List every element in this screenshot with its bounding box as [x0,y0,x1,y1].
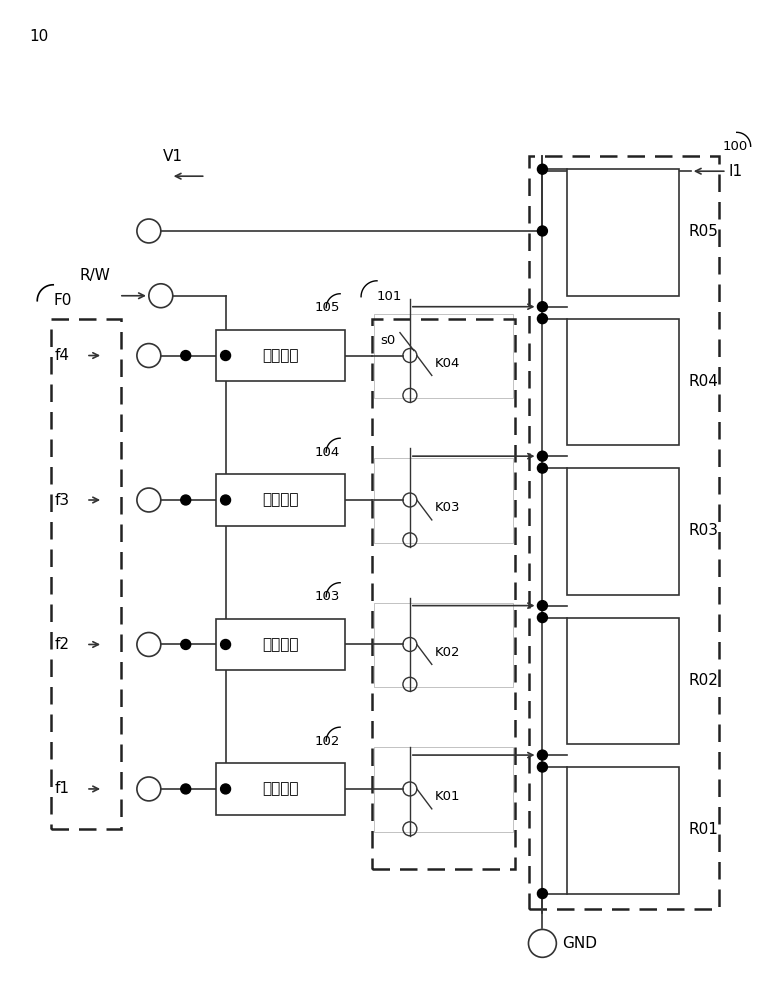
Bar [215,330,345,381]
Bar [372,319,514,869]
Circle shape [181,784,191,794]
Text: 选通单元: 选通单元 [262,493,299,508]
Text: K02: K02 [435,646,460,659]
Text: R02: R02 [689,673,719,688]
Circle shape [537,750,547,760]
Text: 101: 101 [377,290,403,303]
Text: K04: K04 [435,357,460,370]
Bar [51,319,121,829]
Bar [215,474,345,526]
Text: f1: f1 [54,781,70,796]
Circle shape [181,495,191,505]
Circle shape [537,302,547,312]
Text: f2: f2 [54,637,70,652]
Text: 105: 105 [315,301,340,314]
Text: K03: K03 [435,501,460,514]
Text: 选通单元: 选通单元 [262,781,299,796]
Text: V1: V1 [163,149,183,164]
Circle shape [537,451,547,461]
Circle shape [221,784,231,794]
Text: R05: R05 [689,224,719,239]
Circle shape [537,613,547,623]
Bar [374,458,513,543]
Circle shape [537,889,547,899]
Circle shape [537,762,547,772]
Text: 选通单元: 选通单元 [262,348,299,363]
Circle shape [537,314,547,324]
Circle shape [221,639,231,649]
Text: 选通单元: 选通单元 [262,637,299,652]
Text: R01: R01 [689,822,719,837]
Text: f4: f4 [54,348,70,363]
Circle shape [537,164,547,174]
Text: s0: s0 [380,334,395,347]
Bar [215,619,345,670]
Text: K01: K01 [435,790,460,803]
Text: 103: 103 [315,590,340,603]
Text: 100: 100 [723,140,748,153]
Bar [568,767,679,894]
Circle shape [537,463,547,473]
Text: R03: R03 [689,523,719,538]
Text: GND: GND [562,936,597,951]
Text: F0: F0 [53,293,72,308]
Bar [374,603,513,687]
Circle shape [537,226,547,236]
Circle shape [181,639,191,649]
Text: I1: I1 [729,164,743,179]
Circle shape [221,351,231,361]
Circle shape [221,495,231,505]
Bar [568,169,679,296]
Bar [529,156,719,909]
Text: R/W: R/W [79,268,110,283]
Bar [568,319,679,445]
Text: f3: f3 [54,493,70,508]
Circle shape [537,601,547,611]
Text: R04: R04 [689,374,719,389]
Bar [374,747,513,832]
Text: 10: 10 [29,29,49,44]
Bar [568,468,679,595]
Text: 104: 104 [315,446,340,459]
Bar [374,314,513,398]
Bar [215,763,345,815]
Circle shape [181,351,191,361]
Text: 102: 102 [315,735,340,748]
Bar [568,618,679,744]
